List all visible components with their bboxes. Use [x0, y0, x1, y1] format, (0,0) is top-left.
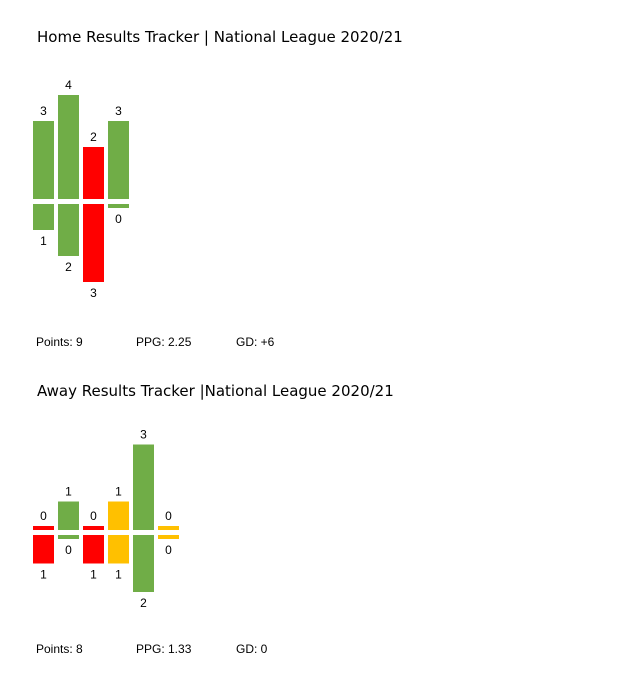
- away-scored-bar: [158, 526, 179, 530]
- away-conceded-bar: [158, 535, 179, 539]
- home-conceded-bar: [33, 204, 54, 230]
- home-conceded-label: 1: [40, 234, 47, 248]
- away-ppg: PPG: 1.33: [136, 642, 192, 656]
- away-points: Points: 8: [36, 642, 83, 656]
- home-chart-title: Home Results Tracker | National League 2…: [37, 28, 403, 46]
- home-scored-label: 2: [90, 130, 97, 144]
- home-scored-label: 3: [40, 104, 47, 118]
- away-scored-bar: [33, 526, 54, 530]
- away-scored-bar: [108, 501, 129, 530]
- home-gd: GD: +6: [236, 335, 275, 349]
- away-conceded-bar: [83, 535, 104, 564]
- away-scored-label: 1: [115, 485, 122, 499]
- home-conceded-bar: [58, 204, 79, 256]
- away-conceded-label: 0: [165, 543, 172, 557]
- home-conceded-label: 2: [65, 260, 72, 274]
- away-conceded-label: 0: [65, 543, 72, 557]
- home-conceded-label: 0: [115, 212, 122, 226]
- home-conceded-bar: [83, 204, 104, 282]
- away-scored-label: 0: [40, 509, 47, 523]
- away-scored-label: 0: [165, 509, 172, 523]
- away-scored-bar: [83, 526, 104, 530]
- away-scored-label: 3: [140, 428, 147, 442]
- home-conceded-bar: [108, 204, 129, 208]
- home-scored-bar: [108, 121, 129, 199]
- away-conceded-bar: [58, 535, 79, 539]
- home-scored-bar: [83, 147, 104, 199]
- away-chart-title: Away Results Tracker |National League 20…: [37, 382, 394, 400]
- away-conceded-bar: [33, 535, 54, 564]
- away-conceded-label: 1: [115, 568, 122, 582]
- home-points: Points: 9: [36, 335, 83, 349]
- away-scored-label: 0: [90, 509, 97, 523]
- away-conceded-label: 1: [40, 568, 47, 582]
- home-scored-label: 3: [115, 104, 122, 118]
- away-conceded-bar: [133, 535, 154, 592]
- home-conceded-label: 3: [90, 286, 97, 300]
- away-scored-label: 1: [65, 485, 72, 499]
- away-scored-bar: [58, 501, 79, 530]
- home-scored-bar: [33, 121, 54, 199]
- home-scored-bar: [58, 95, 79, 199]
- away-gd: GD: 0: [236, 642, 268, 656]
- home-results-chart: 3 1 4 2 2 3 3 0: [33, 78, 129, 300]
- home-ppg: PPG: 2.25: [136, 335, 192, 349]
- away-scored-bar: [133, 444, 154, 530]
- away-conceded-bar: [108, 535, 129, 564]
- away-conceded-label: 2: [140, 596, 147, 610]
- home-scored-label: 4: [65, 78, 72, 92]
- away-conceded-label: 1: [90, 568, 97, 582]
